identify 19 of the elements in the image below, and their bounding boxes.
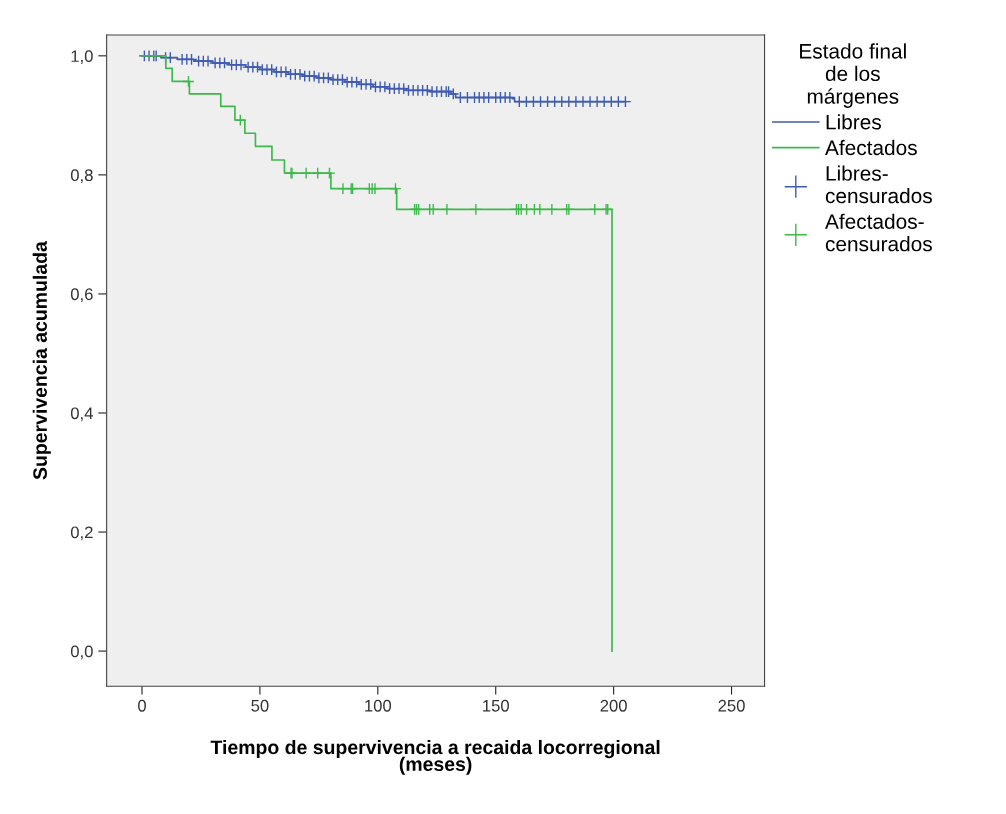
- x-tick-label: 200: [600, 699, 627, 712]
- legend-label: Libres- censurados: [825, 165, 932, 204]
- x-tick-label: 100: [365, 699, 392, 712]
- legend-title: Estado final de los márgenes: [800, 43, 906, 108]
- y-tick-label: 0,4: [70, 407, 93, 422]
- y-tick-label: 0,6: [70, 288, 93, 303]
- y-tick-label: 0,2: [70, 526, 93, 541]
- y-tick-label: 0,8: [70, 169, 93, 184]
- y-tick-label: 1,0: [71, 50, 93, 65]
- y-tick-label: 0,0: [70, 645, 93, 660]
- x-tick-label: 50: [251, 699, 269, 712]
- x-tick-label: 0: [138, 699, 146, 712]
- legend-label: Afectados- censurados: [825, 213, 932, 252]
- x-axis-title: Tiempo de supervivencia a recaida locorregional (meses): [210, 739, 660, 775]
- legend-label: Libres: [826, 114, 881, 130]
- x-tick-label: 150: [483, 699, 509, 712]
- y-axis-title: Supervivencia acumulada: [32, 241, 51, 480]
- x-tick-label: 250: [718, 699, 745, 712]
- legend-label: Afectados: [825, 139, 917, 156]
